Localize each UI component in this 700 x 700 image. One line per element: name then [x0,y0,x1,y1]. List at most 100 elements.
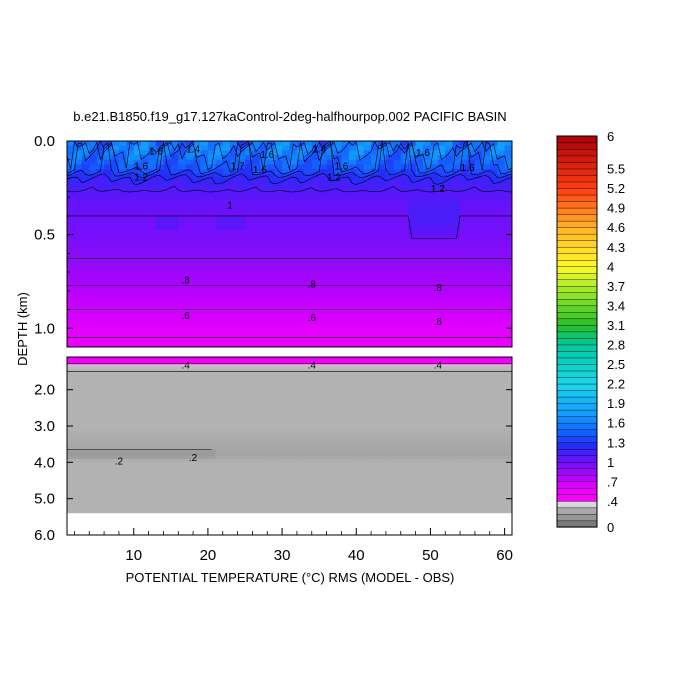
heat-cell [423,234,432,240]
heat-cell [126,436,135,441]
heat-cell [118,332,127,339]
heat-cell [259,366,268,371]
heat-cell [259,234,268,240]
heat-cell [334,478,343,482]
heat-cell [178,187,187,194]
heat-cell [467,178,476,184]
heat-cell [393,360,402,364]
heat-cell [104,253,113,259]
heat-cell [393,337,402,343]
heat-cell [326,443,335,447]
heat-cell [207,169,216,175]
heat-cell [378,192,387,198]
heat-cell [467,290,476,297]
heat-cell [385,372,394,377]
heat-cell [326,215,335,222]
heat-cell [393,408,402,412]
heat-cell [230,248,239,254]
heat-cell [326,318,335,325]
heat-cell [504,286,512,292]
heat-cell [371,452,380,457]
heat-cell [296,145,305,151]
heat-cell [452,239,461,245]
heat-cell [207,267,216,273]
heat-cell [311,309,320,315]
heat-cell [74,414,83,419]
heat-cell [89,155,98,161]
heat-cell [67,248,76,254]
heat-cell [289,433,298,438]
heat-cell [423,281,432,287]
heat-cell [237,276,246,283]
heat-cell [163,234,172,240]
heat-cell [460,159,469,166]
heat-cell [96,404,105,409]
heat-cell [104,309,113,315]
heat-cell [215,433,224,438]
heat-cell [460,433,469,438]
heat-cell [170,404,179,409]
heat-cell [148,423,157,428]
heat-cell [296,414,305,419]
heat-cell [408,468,417,473]
heat-cell [96,309,105,315]
heat-cell [408,328,417,334]
heat-cell [348,206,357,212]
heat-cell [348,462,357,466]
heat-cell [393,398,402,403]
heat-cell [311,465,320,470]
heat-cell [141,215,150,222]
heat-cell [363,328,372,334]
heat-cell [259,211,268,217]
heat-cell [74,452,83,457]
heat-cell [89,281,98,287]
heat-cell [371,411,380,415]
heat-cell [133,155,142,161]
heat-cell [133,169,142,175]
heat-cell [296,332,305,339]
heat-cell [430,420,439,425]
heat-cell [415,372,424,377]
heat-cell [371,382,380,387]
heat-cell [304,332,313,339]
heat-cell [96,201,105,208]
heat-cell [445,443,454,447]
heat-cell [178,430,187,435]
heat-cell [326,211,335,217]
heat-cell [474,159,483,166]
heat-cell [89,220,98,226]
heat-cell [267,376,276,380]
heat-cell [296,398,305,403]
heat-cell [378,337,387,343]
heat-cell [385,178,394,184]
heat-cell [452,290,461,297]
heat-cell [348,471,357,476]
heat-cell [393,423,402,428]
heat-cell [252,379,261,384]
heat-cell [67,141,76,147]
heat-cell [185,462,194,466]
heat-cell [133,267,142,273]
heat-cell [237,178,246,184]
heat-cell [400,474,409,479]
heat-cell [289,197,298,203]
heat-cell [341,220,350,226]
heat-cell [445,462,454,466]
heat-cell [81,446,90,451]
heat-cell [296,244,305,250]
heat-cell [252,272,261,278]
heat-cell [415,155,424,161]
heat-cell [363,272,372,278]
heat-cell [489,360,498,364]
heat-cell [252,244,261,250]
heat-cell [193,385,202,390]
heat-cell [378,372,387,377]
heat-cell [460,220,469,226]
heat-cell [67,215,76,222]
heat-cell [89,164,98,170]
heat-cell [126,304,135,311]
heat-cell [348,286,357,292]
heat-cell [341,439,350,444]
heat-cell [237,225,246,231]
heat-cell [460,234,469,240]
